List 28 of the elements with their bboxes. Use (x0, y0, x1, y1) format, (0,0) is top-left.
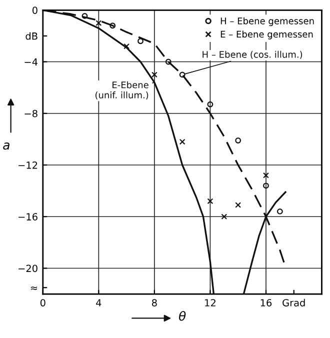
point (235, 202, 242, 208)
y-tick-label: ≈ (30, 286, 38, 290)
x-tick-label: 8 (152, 299, 157, 306)
point (207, 198, 214, 204)
point (151, 72, 158, 78)
text: H – Ebene (cos. illum.) (202, 50, 302, 59)
x-tick-label: 4 (96, 299, 102, 306)
legend-label: H – Ebene gemessen (220, 17, 314, 26)
point (179, 138, 186, 145)
series-label: E-Ebene (unif. illum.) (95, 81, 148, 100)
x-axis-title: θ (179, 311, 186, 321)
point (221, 214, 228, 220)
legend-label: E – Ebene gemessen (220, 30, 313, 40)
y-tick-label: −16 (18, 213, 38, 220)
point (124, 43, 130, 50)
y-tick-label: −12 (18, 161, 38, 169)
point (263, 172, 269, 178)
y-tick-label: 0 (32, 6, 38, 14)
x-tick-label: Grad (282, 298, 305, 306)
y-tick-label: −4 (24, 58, 38, 66)
x-tick-label: 0 (40, 299, 46, 306)
point (96, 20, 102, 26)
y-tick-label: −8 (24, 110, 38, 118)
y-tick-label: dB (26, 32, 38, 40)
x-tick-label: 16 (260, 299, 272, 306)
x-tick-label: 12 (205, 299, 216, 306)
y-axis-title: a (3, 142, 10, 150)
y-tick-label: −20 (18, 264, 38, 272)
